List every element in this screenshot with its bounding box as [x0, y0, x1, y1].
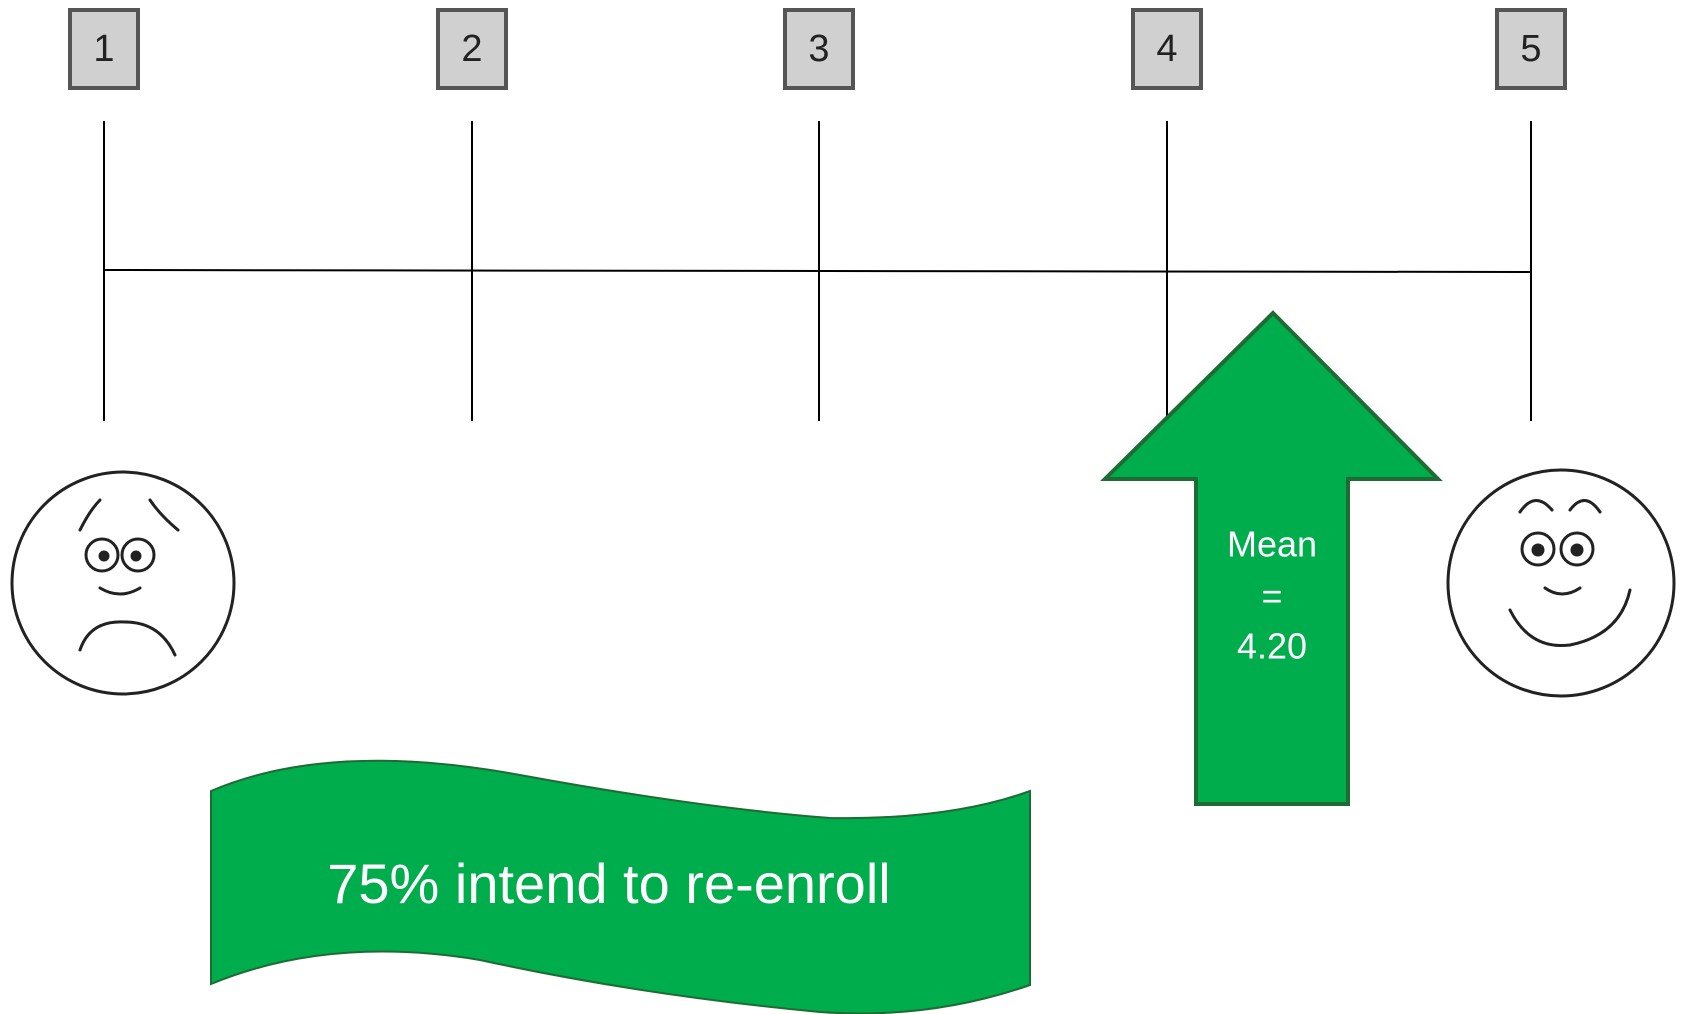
mean-value: 4.20	[1237, 626, 1307, 667]
mean-label: Mean	[1227, 524, 1317, 565]
scale-label: 4	[1156, 28, 1177, 70]
scale-label: 3	[808, 28, 829, 70]
mean-equals: =	[1261, 576, 1282, 617]
scale-label: 5	[1520, 28, 1541, 70]
scale-line	[104, 270, 1531, 272]
banner-text: 75% intend to re-enroll	[327, 852, 890, 915]
scale-ticks: 1 2 3 4 5	[70, 10, 1565, 421]
scale-label: 2	[461, 28, 482, 70]
happy-face	[1448, 470, 1674, 696]
diagram: 1 2 3 4 5 Mean = 4.20 75% intend to re-enrol…	[0, 0, 1682, 1014]
sad-face	[12, 472, 234, 694]
scale-label: 1	[93, 28, 114, 70]
